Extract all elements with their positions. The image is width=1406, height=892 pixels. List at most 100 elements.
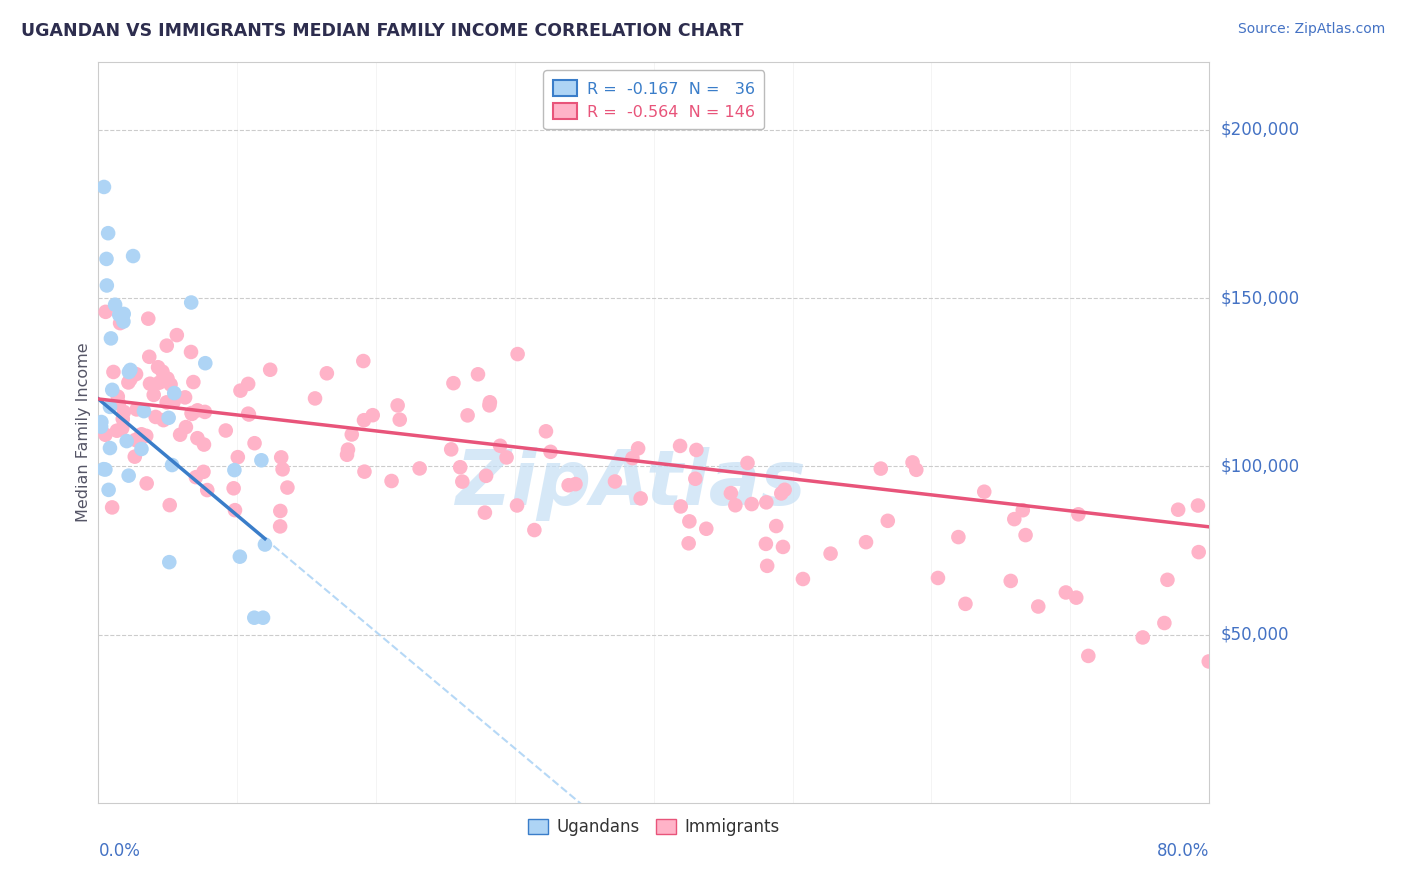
Point bbox=[1187, 499, 1209, 513]
Point bbox=[271, 462, 294, 476]
Point bbox=[195, 483, 218, 497]
Point bbox=[534, 425, 557, 439]
Point bbox=[229, 549, 252, 564]
Point bbox=[304, 392, 326, 406]
Point bbox=[193, 465, 215, 479]
Point bbox=[243, 610, 266, 624]
Point bbox=[252, 610, 274, 624]
Point bbox=[869, 461, 891, 475]
Point bbox=[737, 456, 759, 470]
Point bbox=[131, 442, 153, 456]
Point bbox=[669, 500, 692, 514]
Point bbox=[96, 252, 118, 266]
Point bbox=[361, 408, 384, 422]
Point bbox=[1000, 574, 1022, 588]
Point bbox=[724, 498, 747, 512]
Point bbox=[112, 314, 135, 328]
Point bbox=[222, 481, 245, 495]
Point bbox=[876, 514, 898, 528]
Point bbox=[765, 519, 787, 533]
Point bbox=[855, 535, 877, 549]
Point bbox=[169, 427, 191, 442]
Point bbox=[1064, 591, 1087, 605]
Point bbox=[96, 278, 118, 293]
Point bbox=[152, 413, 174, 427]
Point bbox=[125, 367, 148, 381]
Point bbox=[756, 558, 779, 573]
Point bbox=[157, 555, 180, 569]
Point bbox=[101, 383, 124, 397]
Point bbox=[93, 462, 115, 476]
Point bbox=[336, 448, 359, 462]
Point bbox=[136, 311, 159, 326]
Point bbox=[148, 376, 170, 390]
Point bbox=[180, 406, 202, 420]
Point bbox=[100, 331, 122, 345]
Point bbox=[229, 384, 252, 398]
Point bbox=[603, 475, 626, 489]
Point bbox=[441, 376, 464, 391]
Point bbox=[98, 441, 121, 455]
Point bbox=[156, 338, 179, 352]
Point bbox=[773, 483, 796, 497]
Point bbox=[152, 365, 174, 379]
Point bbox=[1077, 648, 1099, 663]
Point bbox=[142, 388, 165, 402]
Point bbox=[627, 442, 650, 456]
Point bbox=[194, 356, 217, 370]
Point bbox=[772, 540, 794, 554]
Point bbox=[215, 424, 238, 438]
Point bbox=[90, 415, 112, 429]
Point bbox=[755, 495, 778, 509]
Point bbox=[146, 360, 169, 375]
Point bbox=[145, 409, 167, 424]
Point bbox=[276, 481, 298, 495]
Point bbox=[93, 180, 115, 194]
Point bbox=[115, 434, 138, 448]
Point bbox=[901, 455, 924, 469]
Point bbox=[1188, 545, 1211, 559]
Point bbox=[685, 472, 707, 486]
Point bbox=[250, 453, 273, 467]
Point bbox=[557, 478, 579, 492]
Legend: Ugandans, Immigrants: Ugandans, Immigrants bbox=[522, 811, 786, 843]
Text: $50,000: $50,000 bbox=[1220, 625, 1289, 643]
Point bbox=[336, 442, 359, 457]
Point bbox=[108, 308, 131, 322]
Point bbox=[166, 328, 188, 343]
Point bbox=[621, 451, 644, 466]
Point bbox=[97, 483, 120, 497]
Point bbox=[770, 486, 793, 500]
Point bbox=[94, 462, 117, 476]
Point bbox=[132, 404, 155, 418]
Point bbox=[478, 398, 501, 412]
Point bbox=[388, 412, 411, 426]
Point bbox=[755, 537, 778, 551]
Point bbox=[792, 572, 814, 586]
Text: 80.0%: 80.0% bbox=[1157, 842, 1209, 860]
Point bbox=[678, 536, 700, 550]
Text: $200,000: $200,000 bbox=[1220, 120, 1299, 139]
Point bbox=[457, 409, 479, 423]
Point bbox=[174, 420, 197, 434]
Point bbox=[1132, 631, 1154, 645]
Text: Source: ZipAtlas.com: Source: ZipAtlas.com bbox=[1237, 22, 1385, 37]
Point bbox=[118, 365, 141, 379]
Point bbox=[122, 249, 145, 263]
Point bbox=[540, 445, 562, 459]
Point bbox=[108, 396, 131, 410]
Point bbox=[340, 427, 363, 442]
Point bbox=[194, 405, 217, 419]
Point bbox=[353, 413, 375, 427]
Point bbox=[973, 484, 995, 499]
Point bbox=[108, 316, 131, 330]
Point bbox=[112, 307, 135, 321]
Point bbox=[107, 390, 129, 404]
Point bbox=[695, 522, 717, 536]
Point bbox=[120, 363, 142, 377]
Point bbox=[156, 395, 179, 409]
Point bbox=[224, 463, 246, 477]
Point bbox=[157, 410, 180, 425]
Point bbox=[238, 376, 260, 391]
Point bbox=[506, 499, 529, 513]
